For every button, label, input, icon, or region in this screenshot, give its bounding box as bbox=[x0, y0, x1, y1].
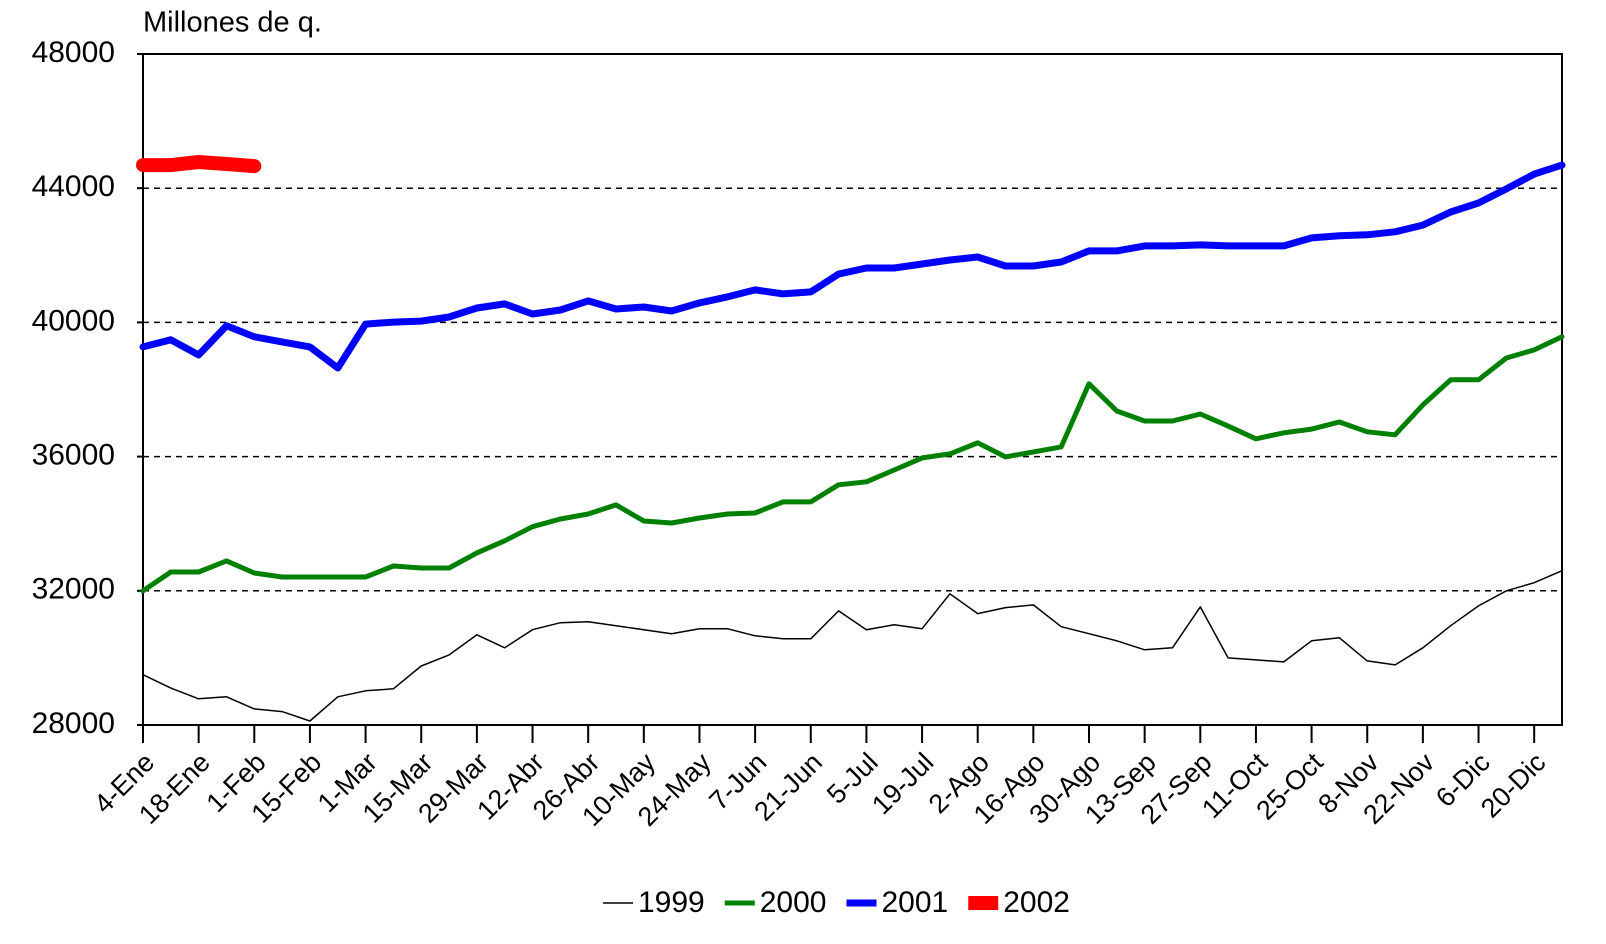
y-tick-label: 40000 bbox=[32, 304, 115, 337]
legend-label: 2000 bbox=[760, 886, 827, 919]
y-tick-label: 48000 bbox=[32, 36, 115, 69]
legend-label: 2002 bbox=[1003, 886, 1070, 919]
plot-frame bbox=[142, 53, 1563, 726]
y-tick-label: 28000 bbox=[32, 707, 115, 740]
legend-label: 1999 bbox=[638, 886, 705, 919]
series-line bbox=[139, 161, 1566, 372]
y-tick-label: 32000 bbox=[32, 573, 115, 606]
x-tick-label: 19-Jul bbox=[866, 747, 939, 820]
legend-swatch bbox=[968, 896, 999, 910]
x-tick-label: 20-Dic bbox=[1475, 747, 1551, 823]
series-line bbox=[136, 155, 262, 174]
series-line bbox=[142, 569, 1563, 722]
chart-title: Millones de q. bbox=[143, 7, 322, 39]
y-tick-label: 44000 bbox=[32, 170, 115, 203]
y-tick-label: 36000 bbox=[32, 439, 115, 472]
legend-label: 2001 bbox=[882, 886, 949, 919]
series-line bbox=[140, 334, 1565, 594]
